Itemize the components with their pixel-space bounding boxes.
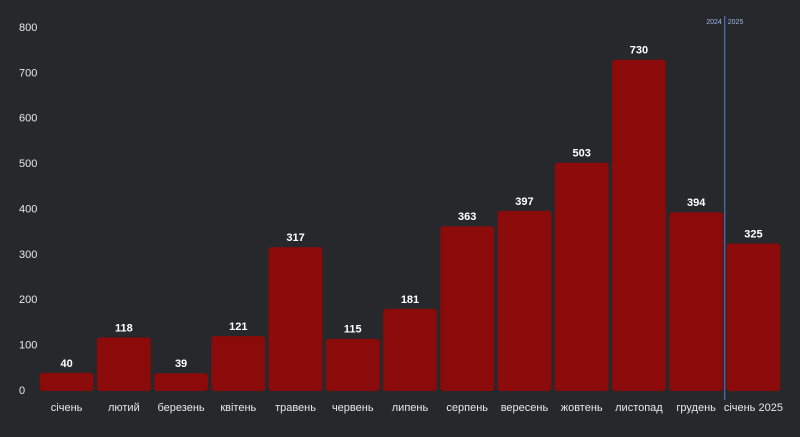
y-tick-label: 200 xyxy=(19,294,37,306)
value-label: 181 xyxy=(401,294,419,306)
value-label: 39 xyxy=(175,358,187,370)
value-label: 397 xyxy=(515,196,533,208)
bar xyxy=(669,212,724,391)
value-label: 730 xyxy=(630,45,648,57)
bar xyxy=(268,247,323,391)
x-tick-label: травень xyxy=(275,402,316,414)
divider-label: 2024 xyxy=(706,19,722,26)
value-label: 40 xyxy=(60,358,72,370)
value-label: 115 xyxy=(344,324,362,336)
x-tick-label: січень 2025 xyxy=(724,402,783,414)
x-tick-label: березень xyxy=(158,402,205,414)
y-tick-label: 0 xyxy=(19,385,25,397)
x-tick-label: листопад xyxy=(615,402,663,414)
y-tick-label: 100 xyxy=(19,340,37,352)
y-tick-label: 600 xyxy=(19,113,37,125)
bar xyxy=(440,226,495,391)
value-label: 121 xyxy=(229,321,247,333)
y-tick-label: 400 xyxy=(19,203,37,215)
value-label: 118 xyxy=(115,322,133,334)
y-tick-label: 300 xyxy=(19,249,37,261)
value-label: 325 xyxy=(744,228,762,240)
bar xyxy=(612,59,666,391)
y-tick-label: 800 xyxy=(19,22,37,34)
x-tick-label: червень xyxy=(332,402,374,414)
x-tick-label: лютий xyxy=(108,402,140,414)
x-tick-label: серпень xyxy=(446,402,488,414)
divider-label: 2025 xyxy=(728,19,744,26)
value-label: 394 xyxy=(687,197,706,209)
value-label: 363 xyxy=(458,211,476,223)
y-tick-label: 700 xyxy=(19,67,37,79)
x-tick-label: липень xyxy=(392,402,429,414)
x-tick-label: квітень xyxy=(220,402,256,414)
bar xyxy=(211,336,266,391)
y-tick-label: 500 xyxy=(19,158,37,170)
bar xyxy=(497,210,552,391)
x-tick-label: січень xyxy=(51,402,83,414)
bar xyxy=(96,337,151,391)
value-label: 317 xyxy=(286,232,304,244)
bar xyxy=(154,373,208,391)
x-tick-label: грудень xyxy=(676,402,716,414)
bar xyxy=(383,308,437,391)
bar xyxy=(726,243,781,391)
bar xyxy=(554,162,609,391)
bar xyxy=(325,338,380,391)
bar xyxy=(39,372,94,391)
x-tick-label: жовтень xyxy=(561,402,603,414)
x-tick-label: вересень xyxy=(501,402,549,414)
value-label: 503 xyxy=(573,148,591,160)
